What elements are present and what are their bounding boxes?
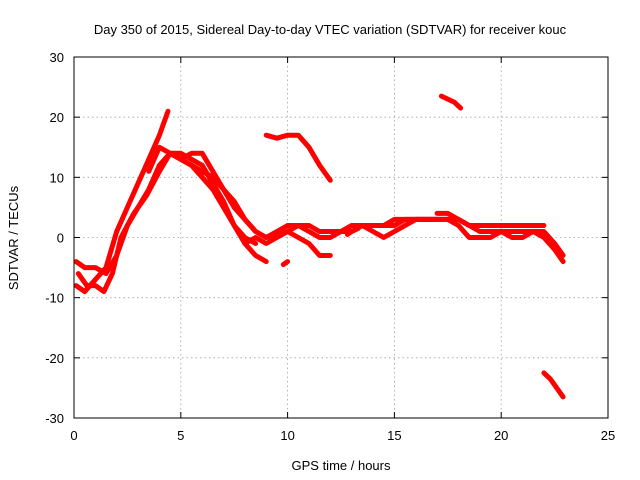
y-tick-label: -20 [45,351,64,366]
series-trace-h [338,216,566,265]
x-tick-label: 5 [177,428,184,443]
y-axis-label: SDTVAR / TECUs [6,185,21,290]
x-tick-label: 10 [280,428,294,443]
x-tick-label: 15 [387,428,401,443]
x-tick-label: 25 [601,428,615,443]
chart-title: Day 350 of 2015, Sidereal Day-to-day VTE… [94,22,567,37]
y-tick-label: -30 [45,411,64,426]
series-trace-l [541,370,566,400]
x-tick-label: 0 [70,428,77,443]
series-trace-i [434,210,566,258]
series-trace-b [73,108,171,295]
axis-ticks [73,56,609,419]
x-axis-label: GPS time / hours [292,458,391,473]
plot-area [73,93,566,400]
series-trace-c [75,150,259,295]
grid [74,57,608,418]
y-tick-label: 0 [57,231,64,246]
y-tick-label: 30 [50,50,64,65]
y-tick-labels: -30 -20 -10 0 10 20 30 [45,50,64,426]
series-trace-k [438,93,464,111]
series-trace-e [178,156,333,258]
series-trace-m [280,259,291,268]
y-tick-label: 10 [50,170,64,185]
y-tick-label: -10 [45,291,64,306]
x-tick-label: 20 [494,428,508,443]
series-trace-n [344,226,361,237]
series-trace-j [263,132,333,183]
x-tick-labels: 0 5 10 15 20 25 [70,428,615,443]
y-tick-label: 20 [50,110,64,125]
